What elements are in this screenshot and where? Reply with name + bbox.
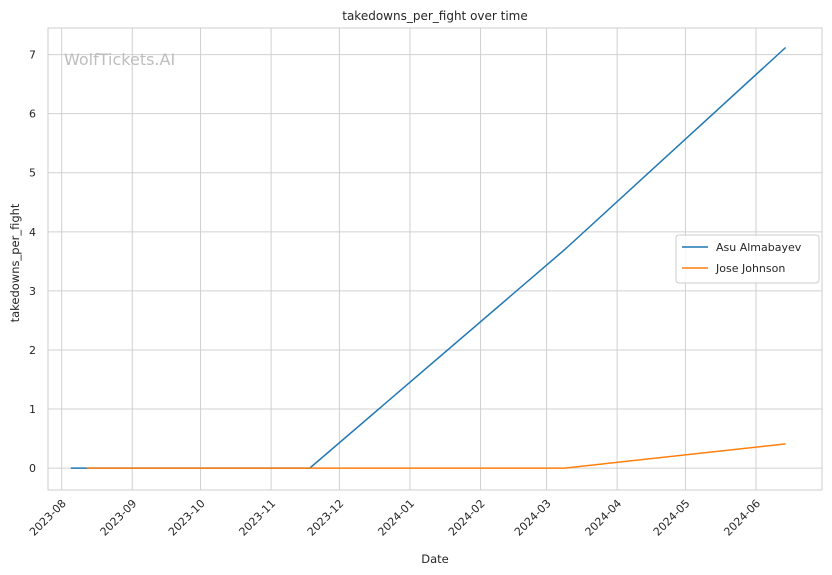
- legend-label-asu-almabayev: Asu Almabayev: [716, 241, 802, 254]
- y-tick-label: 4: [29, 226, 36, 239]
- y-tick-label: 6: [29, 108, 36, 121]
- watermark: WolfTickets.AI: [64, 50, 175, 69]
- x-tick-label: 2023-12: [305, 497, 347, 539]
- x-tick-label: 2023-10: [166, 497, 208, 539]
- y-tick-label: 0: [29, 462, 36, 475]
- x-tick-label: 2024-02: [446, 497, 488, 539]
- x-gridlines: [61, 28, 757, 490]
- legend: Asu Almabayev Jose Johnson: [675, 234, 820, 284]
- x-tick-label: 2024-06: [721, 497, 763, 539]
- x-tick-label: 2023-09: [98, 497, 140, 539]
- series-line-jose-johnson: [86, 443, 786, 469]
- y-tick-label: 7: [29, 49, 36, 62]
- y-tick-labels: 0 1 2 3 4 5 6 7: [29, 49, 36, 476]
- x-tick-label: 2024-03: [512, 497, 554, 539]
- x-tick-label: 2023-11: [237, 497, 279, 539]
- x-tick-label: 2023-08: [27, 497, 69, 539]
- x-tick-labels: 2023-08 2023-09 2023-10 2023-11 2023-12 2024-…: [27, 497, 763, 539]
- y-axis-label: takedowns_per_fight: [8, 203, 22, 322]
- series-layer: [70, 46, 787, 469]
- legend-label-jose-johnson: Jose Johnson: [715, 262, 785, 275]
- x-tick-label: 2024-05: [651, 497, 693, 539]
- y-tick-label: 3: [29, 285, 36, 298]
- y-tick-label: 1: [29, 403, 36, 416]
- legend-box: [675, 234, 820, 284]
- x-tick-label: 2024-01: [375, 497, 417, 539]
- plot-area: [47, 27, 823, 491]
- x-tick-label: 2024-04: [583, 497, 625, 539]
- chart-title: takedowns_per_fight over time: [342, 9, 528, 23]
- y-tick-label: 5: [29, 167, 36, 180]
- y-tick-label: 2: [29, 344, 36, 357]
- x-axis-label: Date: [421, 552, 449, 566]
